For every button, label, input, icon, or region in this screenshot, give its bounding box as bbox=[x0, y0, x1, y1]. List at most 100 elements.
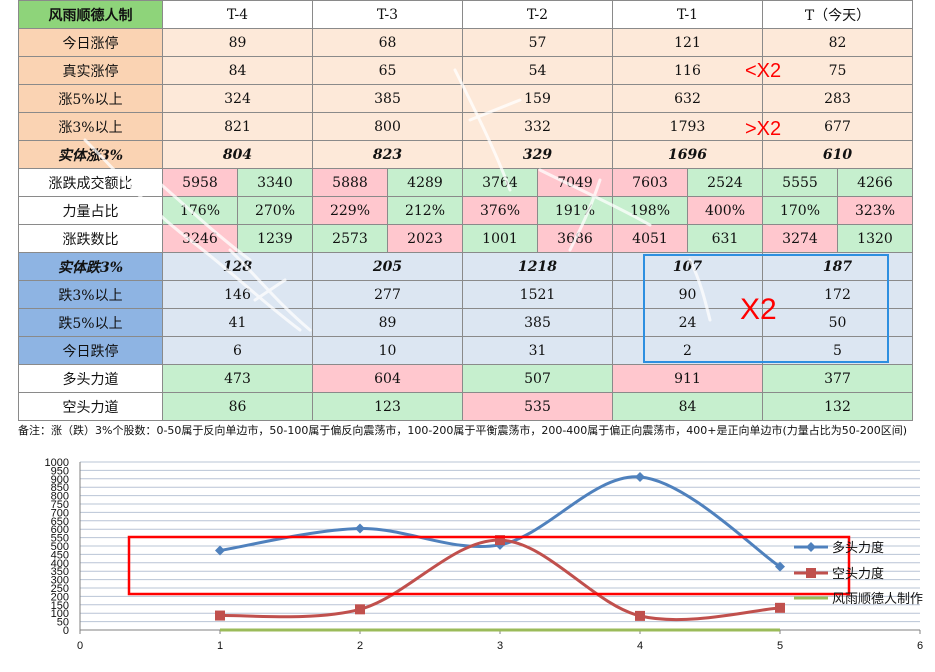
y-tick-label: 950 bbox=[51, 465, 69, 477]
table-cell: 132 bbox=[762, 392, 913, 421]
table-cell: 41 bbox=[162, 308, 313, 337]
series-line-0 bbox=[219, 475, 781, 568]
table-cell: 68 bbox=[312, 28, 463, 57]
table-cell: 10 bbox=[312, 336, 463, 365]
table-cell: 823 bbox=[312, 140, 463, 169]
table-cell: 3764 bbox=[462, 168, 538, 197]
table-cell: 198% bbox=[612, 196, 688, 225]
table-cell: 5958 bbox=[162, 168, 238, 197]
table-cell: 121 bbox=[612, 28, 763, 57]
table-cell: 191% bbox=[537, 196, 613, 225]
annotation-x2: X2 bbox=[740, 293, 777, 326]
data-point bbox=[215, 545, 225, 556]
table-cell: 84 bbox=[612, 392, 763, 421]
row-label: 实体跌3% bbox=[18, 252, 163, 281]
table-cell: 31 bbox=[462, 336, 613, 365]
table-cell: 116 bbox=[612, 56, 763, 85]
table-row: 涨跌成交额比 5958 3340 5888 4289 3764 7049 7603 2524 55… bbox=[18, 168, 913, 197]
table-cell: 5888 bbox=[312, 168, 388, 197]
data-table-panel: 风雨顺德人制 T-4 T-3 T-2 T-1 T（今天） 今日涨停 89 68 57 121 82 真实… bbox=[18, 0, 913, 437]
x-tick-label: 5 bbox=[777, 640, 783, 652]
y-tick-label: 650 bbox=[51, 516, 69, 528]
legend-label: 风雨顺德人制作 bbox=[832, 592, 923, 607]
table-cell: 170% bbox=[762, 196, 838, 225]
y-tick-label: 300 bbox=[51, 575, 69, 587]
table-cell: 324 bbox=[162, 84, 313, 113]
data-point bbox=[635, 471, 645, 482]
table-row: 实体涨3% 804 823 329 1696 610 bbox=[18, 140, 913, 169]
column-header: T-2 bbox=[462, 0, 613, 29]
table-cell: 65 bbox=[312, 56, 463, 85]
row-label: 跌5%以上 bbox=[18, 308, 163, 337]
data-point bbox=[215, 610, 225, 621]
row-label: 今日跌停 bbox=[18, 336, 163, 365]
row-label: 今日涨停 bbox=[18, 28, 163, 57]
table-cell: 3340 bbox=[237, 168, 313, 197]
y-tick-label: 1000 bbox=[45, 457, 69, 469]
legend-label: 多头力度 bbox=[832, 540, 884, 556]
data-point bbox=[775, 561, 785, 572]
table-cell: 4289 bbox=[387, 168, 463, 197]
remarks-note: 备注：涨（跌）3%个股数：0-50属于反向单边市，50-100属于偏反向震荡市，… bbox=[18, 424, 908, 437]
legend-marker bbox=[806, 568, 816, 578]
legend-marker bbox=[806, 542, 816, 552]
table-cell: 377 bbox=[762, 364, 913, 393]
x-tick-label: 0 bbox=[77, 640, 83, 652]
table-cell: 75 bbox=[762, 56, 913, 85]
table-cell: 800 bbox=[312, 112, 463, 141]
data-point bbox=[775, 602, 785, 613]
table-cell: 604 bbox=[312, 364, 463, 393]
table-cell: 1320 bbox=[837, 224, 913, 253]
y-tick-label: 850 bbox=[51, 482, 69, 494]
y-tick-label: 550 bbox=[51, 533, 69, 545]
legend-label: 空头力度 bbox=[832, 566, 884, 582]
y-tick-label: 800 bbox=[51, 491, 69, 503]
table-row: 力量占比 176% 270% 229% 212% 376% 191% 198% 400% 170%… bbox=[18, 196, 913, 225]
table-cell: 1793 bbox=[612, 112, 763, 141]
y-tick-label: 400 bbox=[51, 558, 69, 570]
table-row: 涨跌数比 3246 1239 2573 2023 1001 3686 4051 631 3274 1… bbox=[18, 224, 913, 253]
y-tick-label: 700 bbox=[51, 507, 69, 519]
table-cell: 332 bbox=[462, 112, 613, 141]
table-cell: 229% bbox=[312, 196, 388, 225]
annotation-greater-than-x2: >X2 bbox=[745, 118, 782, 140]
y-tick-label: 250 bbox=[51, 583, 69, 595]
y-tick-label: 600 bbox=[51, 524, 69, 536]
table-cell: 911 bbox=[612, 364, 763, 393]
table-cell: 2023 bbox=[387, 224, 463, 253]
table-cell: 90 bbox=[612, 280, 763, 309]
table-cell: 3274 bbox=[762, 224, 838, 253]
data-point bbox=[635, 610, 645, 621]
table-cell: 804 bbox=[162, 140, 313, 169]
y-tick-label: 900 bbox=[51, 474, 69, 486]
data-point bbox=[355, 523, 365, 534]
table-cell: 2 bbox=[612, 336, 763, 365]
column-header: T（今天） bbox=[762, 0, 913, 29]
table-cell: 2524 bbox=[687, 168, 763, 197]
y-tick-label: 100 bbox=[51, 608, 69, 620]
table-cell: 1239 bbox=[237, 224, 313, 253]
table-cell: 1218 bbox=[462, 252, 613, 281]
chart-background bbox=[0, 445, 935, 672]
row-label: 跌3%以上 bbox=[18, 280, 163, 309]
table-cell: 270% bbox=[237, 196, 313, 225]
table-cell: 632 bbox=[612, 84, 763, 113]
table-cell: 6 bbox=[162, 336, 313, 365]
table-cell: 176% bbox=[162, 196, 238, 225]
table-cell: 507 bbox=[462, 364, 613, 393]
table-row: 真实涨停 84 65 54 116 75 bbox=[18, 56, 913, 85]
y-tick-label: 350 bbox=[51, 566, 69, 578]
table-cell: 3686 bbox=[537, 224, 613, 253]
data-point bbox=[355, 604, 365, 615]
row-label: 涨跌成交额比 bbox=[18, 168, 163, 197]
table-cell: 1696 bbox=[612, 140, 763, 169]
table-cell: 54 bbox=[462, 56, 613, 85]
y-tick-label: 200 bbox=[51, 591, 69, 603]
y-tick-label: 150 bbox=[51, 600, 69, 612]
table-cell: 82 bbox=[762, 28, 913, 57]
table-cell: 535 bbox=[462, 392, 613, 421]
table-cell: 323% bbox=[837, 196, 913, 225]
y-tick-label: 450 bbox=[51, 549, 69, 561]
table-cell: 821 bbox=[162, 112, 313, 141]
